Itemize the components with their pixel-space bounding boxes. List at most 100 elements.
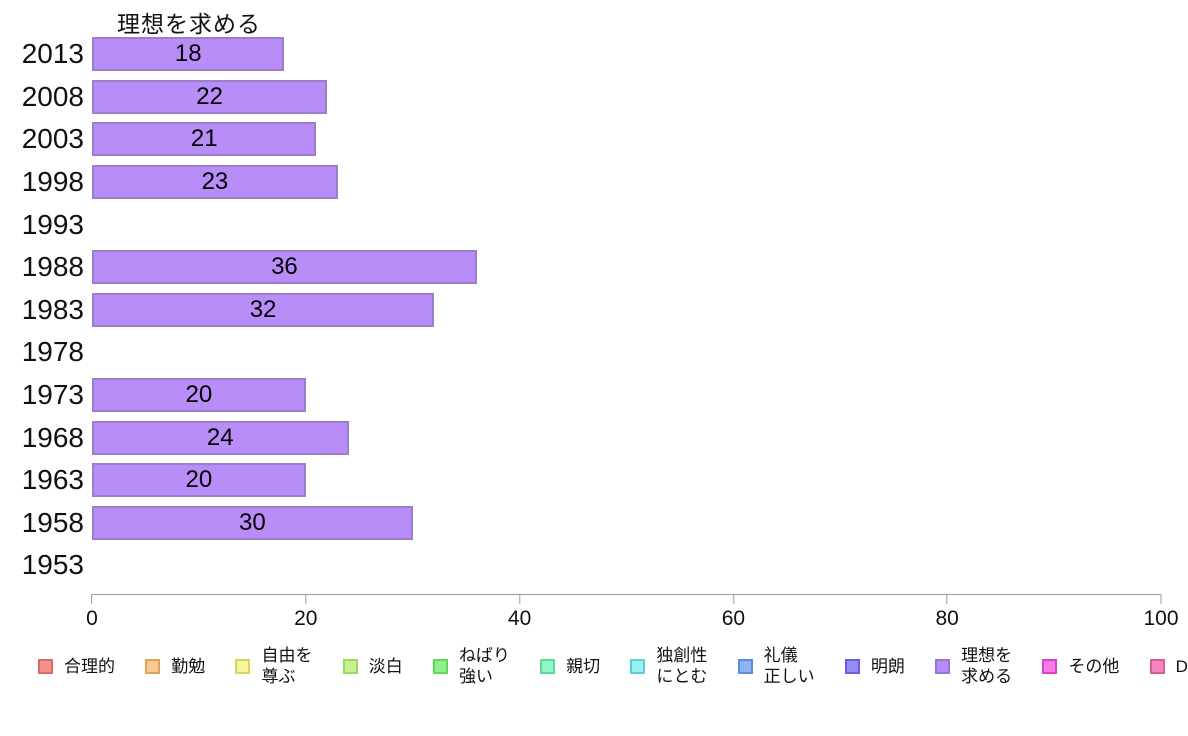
- legend-item-values-freedom[interactable]: 自由を 尊ぶ: [235, 645, 312, 687]
- tick-label: 100: [1143, 607, 1179, 630]
- chart-row: 1963 20: [0, 459, 1188, 502]
- tick-mark: [519, 594, 521, 604]
- tick-mark: [732, 594, 734, 604]
- legend-label: 淡白: [368, 656, 403, 676]
- y-axis-label: 1963: [21, 464, 84, 496]
- chart-row: 2008 22: [0, 76, 1188, 119]
- x-axis: 0 20 40 60 80 100: [86, 594, 1179, 634]
- chart-row: 1988 36: [0, 246, 1188, 289]
- bar-track: 20: [92, 378, 1161, 413]
- legend-swatch: [1149, 658, 1165, 674]
- bar-track: 20: [92, 463, 1161, 498]
- y-axis-label: 1953: [21, 549, 84, 581]
- bar-value-label: 30: [238, 508, 266, 536]
- tick-label: 0: [86, 607, 98, 630]
- legend-swatch: [235, 658, 251, 674]
- x-axis-tick: 40: [508, 594, 531, 631]
- bar-value-label: 21: [190, 125, 218, 153]
- bar[interactable]: 22: [92, 79, 328, 114]
- x-axis-tick: 60: [722, 594, 745, 631]
- y-axis-label: 1988: [21, 251, 84, 283]
- bar[interactable]: 21: [92, 122, 317, 157]
- legend-label: 独創性 にとむ: [656, 646, 708, 686]
- y-axis-label: 1968: [21, 421, 84, 453]
- bar[interactable]: 23: [92, 165, 338, 200]
- bar-value-label: 32: [249, 295, 277, 323]
- tick-label: 20: [294, 607, 318, 630]
- legend-label: 親切: [566, 656, 601, 676]
- bar[interactable]: 30: [92, 505, 413, 540]
- legend-item-creative[interactable]: 独創性 にとむ: [630, 645, 707, 687]
- chart-row: 2003 21: [0, 118, 1188, 161]
- bar-track: 30: [92, 505, 1161, 540]
- chart-title: 理想を求める: [117, 11, 261, 37]
- bar-track: 36: [92, 250, 1161, 285]
- bar[interactable]: 32: [92, 292, 435, 327]
- tick-mark: [305, 594, 307, 604]
- y-axis-label: 2013: [21, 38, 84, 70]
- x-axis-tick: 0: [86, 594, 98, 631]
- chart-row: 1973 20: [0, 374, 1188, 417]
- legend-swatch: [540, 658, 556, 674]
- y-axis-label: 1993: [21, 208, 84, 240]
- legend-swatch: [145, 658, 161, 674]
- legend-swatch: [38, 658, 53, 674]
- bar[interactable]: 24: [92, 420, 349, 455]
- tick-label: 40: [507, 607, 532, 630]
- legend-item-cheerful[interactable]: 明朗: [844, 656, 905, 677]
- bar-track: [92, 335, 1161, 369]
- bar-track: 18: [92, 37, 1161, 72]
- chart-row: 1993: [0, 203, 1188, 246]
- legend-item-persistent[interactable]: ねばり 強い: [432, 645, 510, 687]
- bar[interactable]: 18: [92, 37, 285, 72]
- bar-value-label: 23: [201, 168, 229, 196]
- legend-item-idealistic[interactable]: 理想を 求める: [935, 645, 1012, 687]
- chart-row: 1998 23: [0, 161, 1188, 204]
- chart-row: 1968 24: [0, 416, 1188, 459]
- x-axis-tick: 80: [936, 594, 959, 631]
- legend-item-other[interactable]: その他: [1042, 656, 1119, 677]
- bar[interactable]: 20: [92, 378, 306, 413]
- legend-swatch: [844, 658, 860, 674]
- bar-track: 23: [92, 165, 1161, 200]
- y-axis-label: 1998: [21, 166, 84, 198]
- legend-swatch: [1042, 658, 1058, 674]
- legend-swatch: [342, 658, 358, 674]
- legend-item-rational[interactable]: 合理的: [38, 656, 115, 677]
- legend-label: 明朗: [870, 656, 905, 676]
- legend-item-diligent[interactable]: 勤勉: [145, 656, 205, 677]
- legend-label: 理想を 求める: [961, 646, 1013, 686]
- legend-item-plain[interactable]: 淡白: [342, 656, 403, 677]
- legend-swatch: [630, 658, 646, 674]
- x-axis-tick: 100: [1143, 594, 1179, 631]
- legend-label: 礼儀 正しい: [763, 646, 815, 686]
- y-axis-label: 1983: [21, 293, 84, 325]
- tick-mark: [91, 594, 93, 604]
- legend-item-polite[interactable]: 礼儀 正しい: [737, 645, 815, 687]
- legend-swatch: [737, 658, 753, 674]
- x-axis-tick: 20: [294, 594, 317, 631]
- bar-value-label: 20: [185, 381, 213, 409]
- y-axis-label: 1958: [21, 506, 84, 538]
- tick-mark: [946, 594, 948, 604]
- legend-item-d[interactable]: D: [1149, 656, 1188, 677]
- legend-label: ねばり 強い: [458, 646, 510, 686]
- bar-value-label: 20: [185, 466, 213, 494]
- y-axis-label: 1973: [21, 379, 84, 411]
- y-axis-label: 2008: [21, 80, 84, 112]
- bar-track: 24: [92, 420, 1161, 455]
- chart-row: 1958 30: [0, 502, 1188, 545]
- plot-area: 2013 18 2008 22 2003 21 19: [0, 33, 1188, 587]
- legend-item-kind[interactable]: 親切: [540, 656, 600, 677]
- bar-value-label: 18: [174, 40, 202, 68]
- bar[interactable]: 36: [92, 250, 477, 285]
- legend-swatch: [432, 658, 448, 674]
- chart-row: 1953: [0, 544, 1188, 587]
- legend-swatch: [935, 658, 951, 674]
- bar-track: 22: [92, 79, 1161, 114]
- tick-label: 80: [935, 607, 959, 630]
- tick-mark: [1160, 594, 1162, 604]
- chart-row: 1983 32: [0, 289, 1188, 332]
- bar[interactable]: 20: [92, 463, 306, 498]
